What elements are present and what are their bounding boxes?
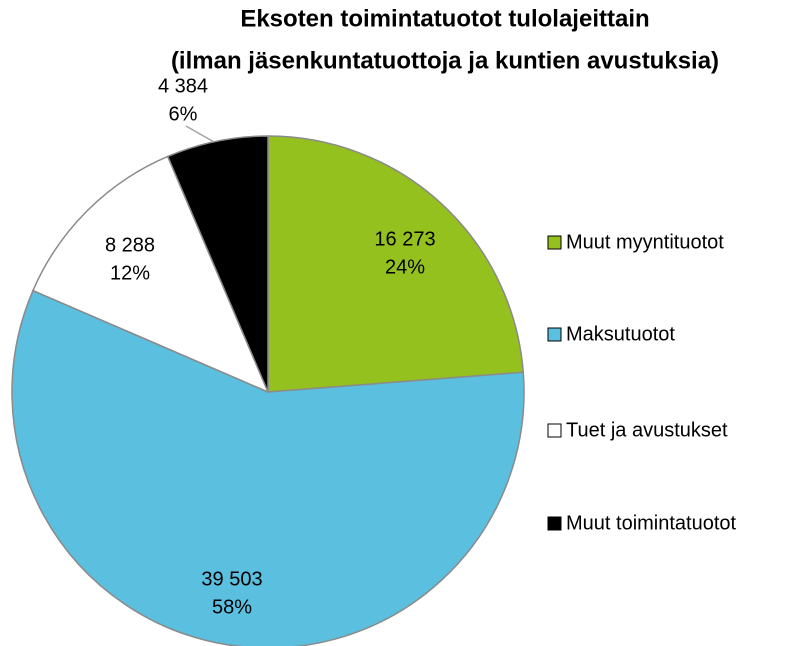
pie-slice: [11, 289, 525, 646]
percent-label: 24%: [385, 256, 425, 278]
data-label: 8 288: [105, 234, 155, 256]
pie-slice: [166, 135, 269, 393]
percent-label: 58%: [212, 596, 252, 618]
chart-title: Eksoten toimintatuotot tulolajeittain: [240, 5, 649, 32]
data-label: 4 384: [158, 75, 208, 97]
percent-label: 6%: [169, 103, 198, 125]
leader-line: [185, 125, 215, 143]
legend-swatch: [547, 327, 562, 342]
chart-title: (ilman jäsenkuntatuottoja ja kuntien avu…: [171, 47, 719, 74]
legend-swatch: [547, 235, 562, 250]
data-label: 39 503: [201, 568, 262, 590]
data-label: 16 273: [374, 228, 435, 250]
legend-swatch: [547, 516, 562, 531]
legend-label: Tuet ja avustukset: [566, 419, 728, 441]
pie-slice: [31, 155, 270, 394]
legend-label: Maksutuotot: [566, 323, 675, 345]
percent-label: 12%: [110, 262, 150, 284]
pie-slice: [267, 135, 525, 393]
legend-swatch: [547, 423, 562, 438]
legend-label: Muut myyntituotot: [566, 231, 724, 253]
legend-label: Muut toimintatuotot: [566, 512, 737, 534]
